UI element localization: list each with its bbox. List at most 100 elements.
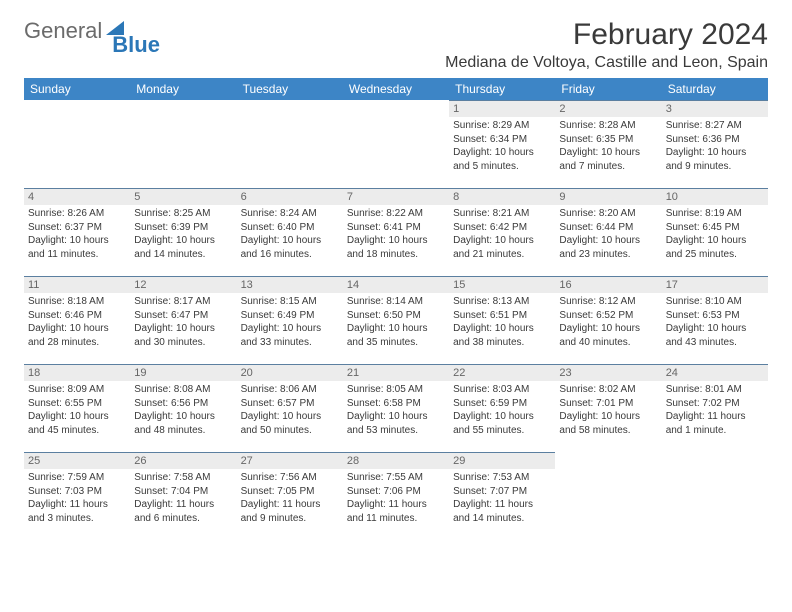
day-details	[343, 117, 449, 123]
calendar-day-cell: 23Sunrise: 8:02 AMSunset: 7:01 PMDayligh…	[555, 364, 661, 452]
day-number: 27	[237, 452, 343, 469]
day-details: Sunrise: 7:56 AMSunset: 7:05 PMDaylight:…	[237, 469, 343, 529]
day-details: Sunrise: 8:20 AMSunset: 6:44 PMDaylight:…	[555, 205, 661, 265]
logo-text-general: General	[24, 18, 102, 44]
weekday-header: Monday	[130, 78, 236, 100]
calendar-week-row: 25Sunrise: 7:59 AMSunset: 7:03 PMDayligh…	[24, 452, 768, 530]
day-details: Sunrise: 8:26 AMSunset: 6:37 PMDaylight:…	[24, 205, 130, 265]
day-details: Sunrise: 8:08 AMSunset: 6:56 PMDaylight:…	[130, 381, 236, 441]
location-subtitle: Mediana de Voltoya, Castille and Leon, S…	[445, 54, 768, 72]
day-details: Sunrise: 8:05 AMSunset: 6:58 PMDaylight:…	[343, 381, 449, 441]
calendar-week-row: 1Sunrise: 8:29 AMSunset: 6:34 PMDaylight…	[24, 100, 768, 188]
day-number: 9	[555, 188, 661, 205]
calendar-day-cell: 11Sunrise: 8:18 AMSunset: 6:46 PMDayligh…	[24, 276, 130, 364]
calendar-day-cell: 7Sunrise: 8:22 AMSunset: 6:41 PMDaylight…	[343, 188, 449, 276]
day-number: 4	[24, 188, 130, 205]
calendar-day-cell	[24, 100, 130, 188]
day-details: Sunrise: 8:02 AMSunset: 7:01 PMDaylight:…	[555, 381, 661, 441]
day-number: 2	[555, 100, 661, 117]
calendar-day-cell: 20Sunrise: 8:06 AMSunset: 6:57 PMDayligh…	[237, 364, 343, 452]
day-number: 3	[662, 100, 768, 117]
day-details: Sunrise: 8:15 AMSunset: 6:49 PMDaylight:…	[237, 293, 343, 353]
calendar-day-cell: 8Sunrise: 8:21 AMSunset: 6:42 PMDaylight…	[449, 188, 555, 276]
calendar-day-cell: 15Sunrise: 8:13 AMSunset: 6:51 PMDayligh…	[449, 276, 555, 364]
day-details: Sunrise: 8:19 AMSunset: 6:45 PMDaylight:…	[662, 205, 768, 265]
calendar-day-cell: 1Sunrise: 8:29 AMSunset: 6:34 PMDaylight…	[449, 100, 555, 188]
weekday-header: Sunday	[24, 78, 130, 100]
weekday-header: Tuesday	[237, 78, 343, 100]
day-number: 8	[449, 188, 555, 205]
calendar-day-cell: 6Sunrise: 8:24 AMSunset: 6:40 PMDaylight…	[237, 188, 343, 276]
day-number: 11	[24, 276, 130, 293]
calendar-week-row: 11Sunrise: 8:18 AMSunset: 6:46 PMDayligh…	[24, 276, 768, 364]
calendar-day-cell: 28Sunrise: 7:55 AMSunset: 7:06 PMDayligh…	[343, 452, 449, 530]
day-details: Sunrise: 7:53 AMSunset: 7:07 PMDaylight:…	[449, 469, 555, 529]
day-number: 20	[237, 364, 343, 381]
day-number: 24	[662, 364, 768, 381]
day-number: 15	[449, 276, 555, 293]
day-details	[130, 117, 236, 123]
calendar-day-cell: 26Sunrise: 7:58 AMSunset: 7:04 PMDayligh…	[130, 452, 236, 530]
weekday-header: Friday	[555, 78, 661, 100]
day-number: 5	[130, 188, 236, 205]
day-number: 21	[343, 364, 449, 381]
day-number: 12	[130, 276, 236, 293]
calendar-day-cell: 16Sunrise: 8:12 AMSunset: 6:52 PMDayligh…	[555, 276, 661, 364]
day-number: 13	[237, 276, 343, 293]
day-details: Sunrise: 8:24 AMSunset: 6:40 PMDaylight:…	[237, 205, 343, 265]
day-number: 18	[24, 364, 130, 381]
calendar-day-cell: 29Sunrise: 7:53 AMSunset: 7:07 PMDayligh…	[449, 452, 555, 530]
weekday-header: Wednesday	[343, 78, 449, 100]
calendar-week-row: 4Sunrise: 8:26 AMSunset: 6:37 PMDaylight…	[24, 188, 768, 276]
logo-text-blue: Blue	[112, 32, 160, 58]
day-details: Sunrise: 7:55 AMSunset: 7:06 PMDaylight:…	[343, 469, 449, 529]
day-details: Sunrise: 8:21 AMSunset: 6:42 PMDaylight:…	[449, 205, 555, 265]
day-number: 14	[343, 276, 449, 293]
day-details: Sunrise: 8:10 AMSunset: 6:53 PMDaylight:…	[662, 293, 768, 353]
calendar-day-cell: 2Sunrise: 8:28 AMSunset: 6:35 PMDaylight…	[555, 100, 661, 188]
weekday-header: Saturday	[662, 78, 768, 100]
calendar-day-cell: 4Sunrise: 8:26 AMSunset: 6:37 PMDaylight…	[24, 188, 130, 276]
day-number: 1	[449, 100, 555, 117]
day-details: Sunrise: 8:17 AMSunset: 6:47 PMDaylight:…	[130, 293, 236, 353]
day-details: Sunrise: 8:13 AMSunset: 6:51 PMDaylight:…	[449, 293, 555, 353]
day-details: Sunrise: 8:06 AMSunset: 6:57 PMDaylight:…	[237, 381, 343, 441]
weekday-header-row: SundayMondayTuesdayWednesdayThursdayFrid…	[24, 78, 768, 100]
calendar-day-cell: 10Sunrise: 8:19 AMSunset: 6:45 PMDayligh…	[662, 188, 768, 276]
day-details: Sunrise: 8:14 AMSunset: 6:50 PMDaylight:…	[343, 293, 449, 353]
day-number: 25	[24, 452, 130, 469]
header: General Blue February 2024 Mediana de Vo…	[24, 18, 768, 72]
day-number: 10	[662, 188, 768, 205]
day-details	[662, 469, 768, 475]
calendar-day-cell: 25Sunrise: 7:59 AMSunset: 7:03 PMDayligh…	[24, 452, 130, 530]
logo: General Blue	[24, 18, 160, 44]
calendar-table: SundayMondayTuesdayWednesdayThursdayFrid…	[24, 78, 768, 530]
calendar-day-cell: 18Sunrise: 8:09 AMSunset: 6:55 PMDayligh…	[24, 364, 130, 452]
day-number: 7	[343, 188, 449, 205]
calendar-day-cell: 24Sunrise: 8:01 AMSunset: 7:02 PMDayligh…	[662, 364, 768, 452]
day-details: Sunrise: 7:59 AMSunset: 7:03 PMDaylight:…	[24, 469, 130, 529]
calendar-day-cell: 22Sunrise: 8:03 AMSunset: 6:59 PMDayligh…	[449, 364, 555, 452]
day-details	[555, 469, 661, 475]
day-details: Sunrise: 8:01 AMSunset: 7:02 PMDaylight:…	[662, 381, 768, 441]
day-number: 19	[130, 364, 236, 381]
calendar-day-cell: 12Sunrise: 8:17 AMSunset: 6:47 PMDayligh…	[130, 276, 236, 364]
day-number: 17	[662, 276, 768, 293]
calendar-day-cell	[130, 100, 236, 188]
calendar-day-cell: 13Sunrise: 8:15 AMSunset: 6:49 PMDayligh…	[237, 276, 343, 364]
calendar-day-cell: 19Sunrise: 8:08 AMSunset: 6:56 PMDayligh…	[130, 364, 236, 452]
title-block: February 2024 Mediana de Voltoya, Castil…	[445, 18, 768, 72]
calendar-day-cell	[237, 100, 343, 188]
calendar-day-cell	[555, 452, 661, 530]
calendar-body: 1Sunrise: 8:29 AMSunset: 6:34 PMDaylight…	[24, 100, 768, 530]
day-details: Sunrise: 8:28 AMSunset: 6:35 PMDaylight:…	[555, 117, 661, 177]
page-title: February 2024	[445, 18, 768, 52]
day-details: Sunrise: 7:58 AMSunset: 7:04 PMDaylight:…	[130, 469, 236, 529]
day-number: 26	[130, 452, 236, 469]
day-number: 6	[237, 188, 343, 205]
day-details: Sunrise: 8:03 AMSunset: 6:59 PMDaylight:…	[449, 381, 555, 441]
calendar-day-cell: 17Sunrise: 8:10 AMSunset: 6:53 PMDayligh…	[662, 276, 768, 364]
day-details: Sunrise: 8:25 AMSunset: 6:39 PMDaylight:…	[130, 205, 236, 265]
day-details	[24, 117, 130, 123]
day-details: Sunrise: 8:27 AMSunset: 6:36 PMDaylight:…	[662, 117, 768, 177]
